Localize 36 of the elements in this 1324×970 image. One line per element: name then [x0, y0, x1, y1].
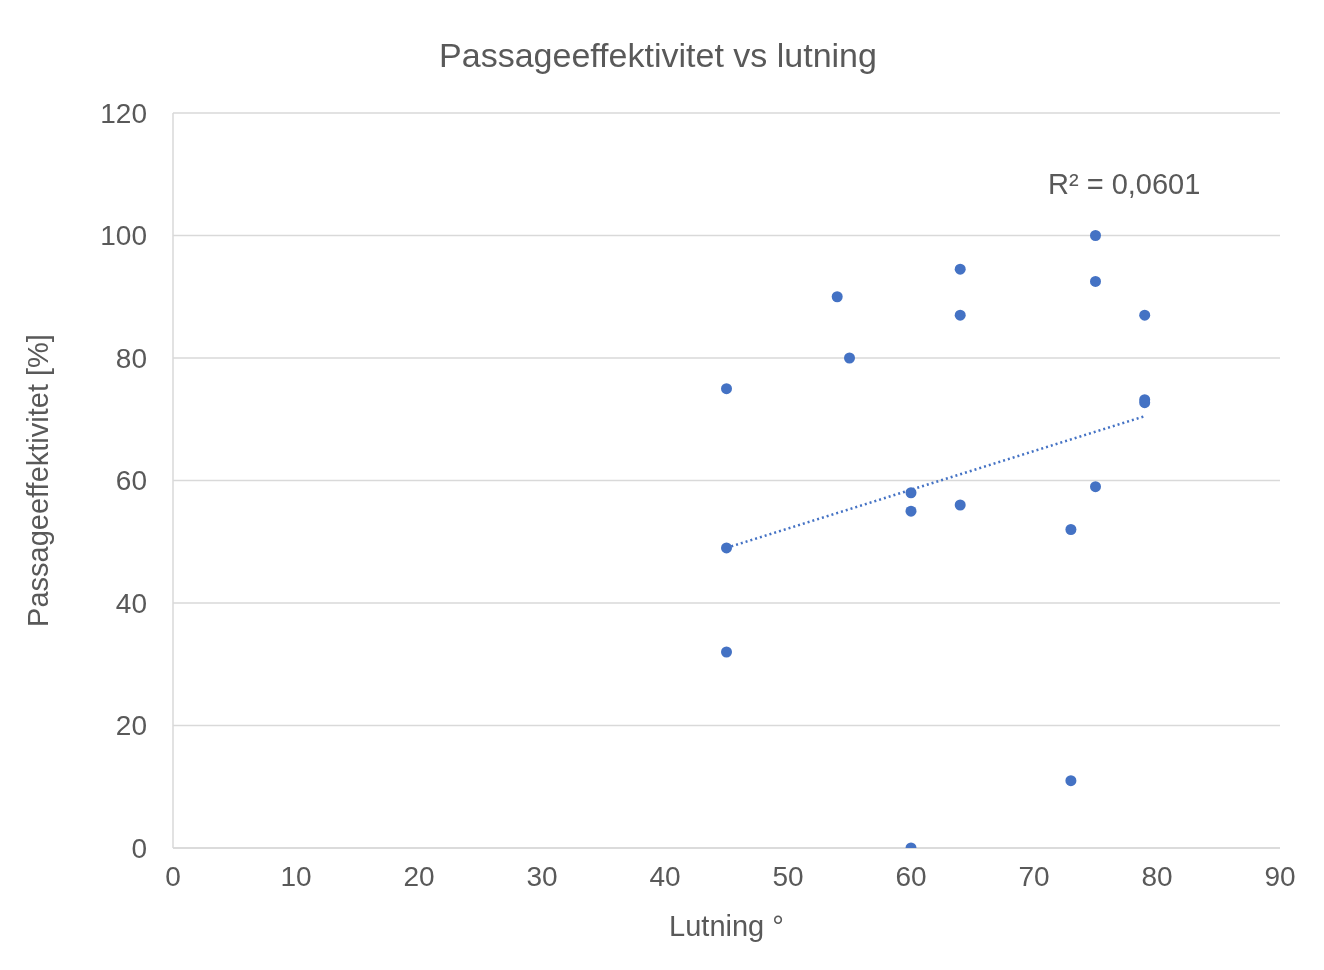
- y-tick-label: 40: [115, 587, 147, 619]
- x-tick-label: 80: [1141, 860, 1173, 892]
- point: [954, 499, 966, 511]
- y-tick-label: 20: [115, 710, 147, 742]
- point: [1090, 230, 1101, 241]
- y-tick-label: 0: [131, 832, 147, 864]
- y-tick-label: 80: [115, 342, 147, 374]
- x-tick-label: 30: [526, 860, 558, 892]
- point: [721, 383, 732, 395]
- x-tick-label: 0: [165, 860, 181, 892]
- point: [905, 505, 917, 517]
- x-axis-title: Lutning °: [669, 910, 784, 942]
- point: [1139, 309, 1151, 321]
- chart-title: Passageeffektivitet vs lutning: [438, 36, 878, 75]
- point: [954, 263, 966, 275]
- annotation: R² = 0,0601: [1048, 168, 1201, 201]
- x-tick-label: 70: [1018, 860, 1050, 892]
- point: [1090, 275, 1101, 287]
- point: [721, 646, 732, 658]
- y-tick-label: 120: [100, 97, 147, 129]
- point: [1090, 481, 1101, 493]
- point: [1065, 524, 1077, 535]
- point: [721, 542, 732, 554]
- x-tick-label: 40: [649, 860, 681, 892]
- x-tick-label: 60: [895, 860, 927, 892]
- point: [1065, 775, 1077, 787]
- point: [844, 352, 855, 364]
- point: [954, 309, 966, 321]
- x-tick-label: 90: [1264, 860, 1296, 892]
- point: [831, 291, 843, 303]
- y-axis-title: Passageeffektivitet [%]: [22, 334, 55, 627]
- x-tick-label: 20: [403, 860, 435, 892]
- x-tick-label: 50: [772, 860, 804, 892]
- y-tick-label: 100: [100, 220, 147, 252]
- y-tick-label: 60: [115, 465, 147, 497]
- x-tick-label: 10: [280, 860, 312, 892]
